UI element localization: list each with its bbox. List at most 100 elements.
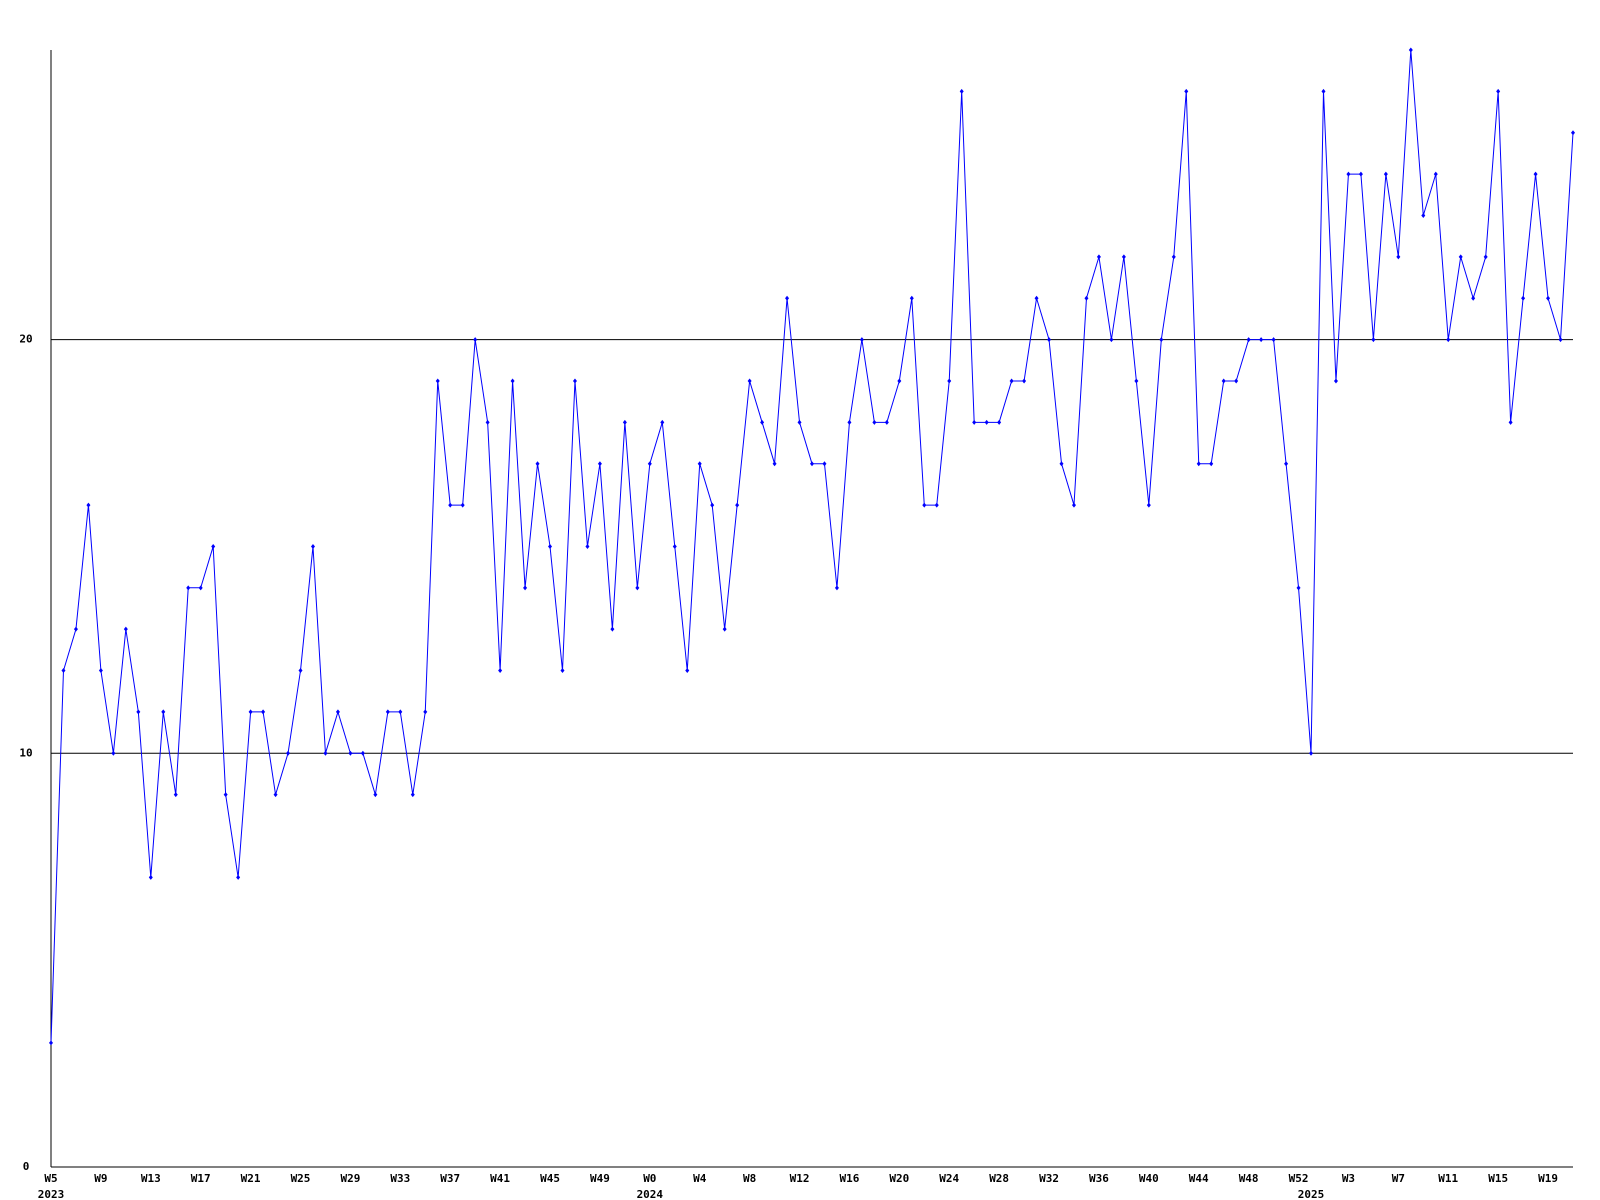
data-point [622,419,627,425]
x-tick-label: W28 [989,1172,1009,1185]
x-tick-label: W41 [490,1172,510,1185]
x-tick-label: W44 [1189,1172,1209,1185]
x-tick-label: W15 [1488,1172,1508,1185]
data-point [286,750,291,756]
data-point [1496,88,1501,94]
data-point [597,461,602,467]
x-tick-label: W33 [390,1172,410,1185]
data-point [498,668,503,674]
x-tick-label: W19 [1538,1172,1558,1185]
data-point [385,709,390,715]
x-tick-label: W4 [693,1172,707,1185]
data-point [423,709,428,715]
x-tick-label: W3 [1342,1172,1355,1185]
data-point [847,419,852,425]
data-point [448,502,453,508]
data-point [660,419,665,425]
data-point [1546,295,1551,301]
data-point [1421,212,1426,218]
data-point [1084,295,1089,301]
x-tick-label: W7 [1392,1172,1405,1185]
data-point [747,378,752,384]
x-tick-label: W11 [1438,1172,1458,1185]
data-point [323,750,328,756]
data-point [1508,419,1513,425]
data-point [610,626,615,632]
data-point [735,502,740,508]
data-point [1309,750,1314,756]
data-point [647,461,652,467]
x-year-label: 2023 [38,1188,65,1200]
x-tick-label: W29 [340,1172,360,1185]
data-point [86,502,91,508]
x-tick-label: W8 [743,1172,756,1185]
data-point [1234,378,1239,384]
data-point [560,668,565,674]
data-point [161,709,166,715]
data-point [710,502,715,508]
data-point [922,502,927,508]
data-point [1034,295,1039,301]
data-point [1059,461,1064,467]
data-point [1047,337,1052,343]
data-point [223,792,228,798]
data-point [61,668,66,674]
data-point [1196,461,1201,467]
data-point [872,419,877,425]
data-point [810,461,814,467]
data-point [909,295,914,301]
data-point [123,626,128,632]
x-tick-label: W49 [590,1172,610,1185]
x-tick-label: W17 [191,1172,211,1185]
data-point [1471,295,1476,301]
data-point [348,750,353,756]
data-point [1571,130,1575,136]
data-point [884,419,889,425]
data-point [1184,88,1189,94]
data-point [1383,171,1388,177]
data-point [523,585,528,591]
data-point [585,543,590,549]
x-tick-label: W32 [1039,1172,1059,1185]
x-tick-label: W16 [839,1172,859,1185]
data-point [310,543,315,549]
y-tick-label: 0 [23,1160,30,1173]
data-point [410,792,415,798]
y-tick-label: 10 [19,746,32,759]
data-point [1321,88,1326,94]
data-point [1071,502,1076,508]
data-point [1521,295,1526,301]
y-tick-label: 20 [19,333,32,346]
data-point [1209,461,1214,467]
data-point [672,543,677,549]
x-tick-label: W48 [1239,1172,1259,1185]
data-point [897,378,902,384]
data-point [1121,254,1126,260]
data-point [685,668,690,674]
data-point [111,750,116,756]
data-point [1134,378,1139,384]
data-point [198,585,203,591]
x-tick-label: W40 [1139,1172,1159,1185]
data-point [335,709,340,715]
data-point [510,378,515,384]
data-point [535,461,540,467]
data-point [1096,254,1101,260]
data-point [572,378,577,384]
data-point [934,502,939,508]
data-point [1458,254,1463,260]
data-point [772,461,777,467]
data-point [984,419,989,425]
data-point [1109,337,1114,343]
x-tick-label: W36 [1089,1172,1109,1185]
x-tick-label: W21 [241,1172,261,1185]
data-point [1146,502,1151,508]
x-tick-label: W25 [291,1172,311,1185]
data-point [1246,337,1251,343]
data-point [485,419,490,425]
x-tick-label: W12 [790,1172,810,1185]
x-tick-label: W13 [141,1172,161,1185]
data-point [1284,461,1289,467]
data-point [697,461,702,467]
